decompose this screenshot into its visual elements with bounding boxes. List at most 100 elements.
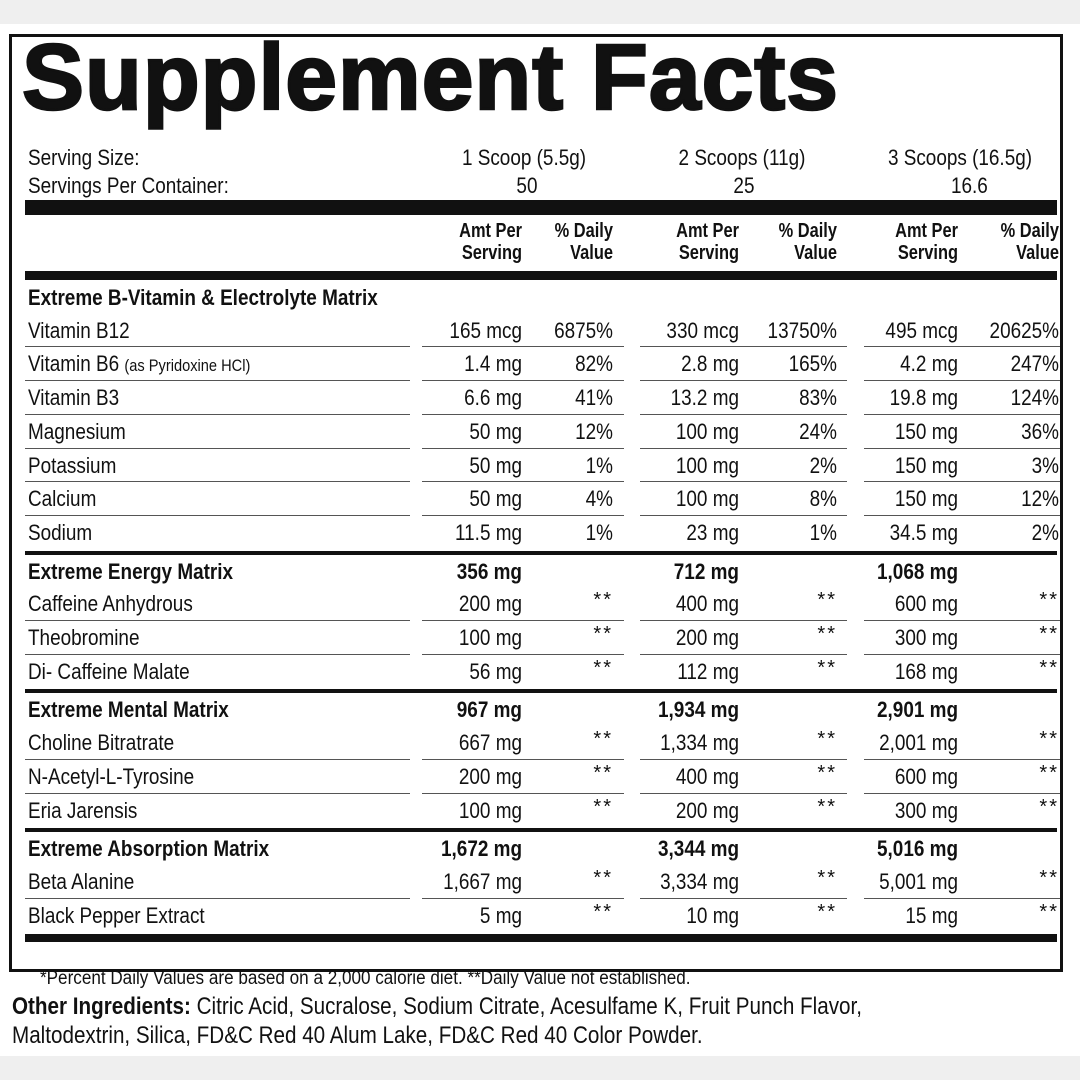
row-separator <box>422 620 624 621</box>
nutrient-name: Choline Bitratrate <box>28 732 174 754</box>
amount-cell: 19.8 mg <box>889 385 958 411</box>
panel-title: Supplement Facts <box>21 25 840 129</box>
amount-cell: 330 mcg <box>666 317 739 343</box>
amount-cell: 165 mcg <box>449 317 522 343</box>
row-separator <box>25 653 410 655</box>
amount-cell: 6.6 mg <box>464 385 522 411</box>
row-separator <box>864 380 1060 382</box>
serving-size-2: 2 Scoops (11g) <box>678 145 806 170</box>
amount-cell: 200 mg <box>458 763 522 789</box>
daily-value-cell: ** <box>1039 761 1059 784</box>
row-separator <box>640 346 847 348</box>
nutrient-name: Calcium <box>28 488 96 510</box>
amount-cell: 100 mg <box>675 418 739 444</box>
nutrient-name-text: Vitamin B6 <box>28 351 120 377</box>
nutrient-name: Caffeine Anhydrous <box>28 593 193 615</box>
serving-size-label: Serving Size: <box>28 145 140 170</box>
nutrient-name-text: Di- Caffeine Malate <box>28 658 190 684</box>
section-total: 1,068 mg <box>877 558 958 584</box>
daily-value-cell: ** <box>593 795 613 818</box>
row-separator <box>422 514 624 516</box>
amount-cell: 150 mg <box>894 486 958 512</box>
amount-cell: 3,334 mg <box>660 868 739 894</box>
nutrient-name-text: Vitamin B3 <box>28 385 120 411</box>
row-separator <box>422 447 624 449</box>
amount-cell: 112 mg <box>677 658 739 684</box>
amount-cell: 1,334 mg <box>660 730 739 756</box>
daily-value-cell: 165% <box>788 351 837 377</box>
daily-value-cell: ** <box>817 656 837 679</box>
row-separator <box>422 653 624 655</box>
row-separator <box>25 792 410 794</box>
daily-value-cell: 1% <box>585 452 613 478</box>
amount-cell: 50 mg <box>469 452 522 478</box>
row-separator <box>640 897 847 899</box>
nutrient-name-text: Black Pepper Extract <box>28 902 205 928</box>
row-separator <box>640 447 847 449</box>
nutrient-name-text: Eria Jarensis <box>28 797 138 823</box>
section-heading: Extreme Absorption Matrix <box>28 836 270 862</box>
row-separator <box>25 620 410 621</box>
amount-cell: 667 mg <box>458 730 522 756</box>
nutrient-name-text: Calcium <box>28 486 97 512</box>
daily-value-cell: 1% <box>585 519 613 545</box>
section-rule <box>25 828 1057 833</box>
daily-value-cell: 247% <box>1010 351 1059 377</box>
amount-cell: 1,667 mg <box>443 868 522 894</box>
amount-cell: 400 mg <box>675 591 739 617</box>
nutrient-name: Vitamin B6 (as Pyridoxine HCl) <box>28 353 250 375</box>
daily-value-cell: ** <box>817 900 837 923</box>
daily-value-cell: ** <box>1039 900 1059 923</box>
daily-value-cell: ** <box>817 623 837 645</box>
serving-size-3: 3 Scoops (16.5g) <box>887 145 1033 170</box>
daily-value-header-1: % Daily Value <box>554 220 613 264</box>
nutrient-name: Theobromine <box>28 627 139 649</box>
daily-value-cell: ** <box>1039 589 1059 612</box>
row-separator <box>864 653 1060 655</box>
row-separator <box>25 346 410 348</box>
section-total: 1,672 mg <box>441 836 522 862</box>
row-separator <box>864 897 1060 899</box>
amount-cell: 168 mg <box>894 658 958 684</box>
row-separator <box>640 413 847 415</box>
nutrient-name-text: Magnesium <box>28 418 126 444</box>
row-separator <box>422 413 624 415</box>
daily-value-cell: ** <box>593 866 613 889</box>
row-separator <box>25 380 410 382</box>
amount-cell: 5 mg <box>479 902 522 928</box>
section-rule <box>25 550 1057 555</box>
row-separator <box>640 792 847 794</box>
header-bottom-rule <box>25 271 1057 280</box>
other-ingredients-label: Other Ingredients: <box>12 993 191 1020</box>
daily-value-cell: 6875% <box>554 317 613 343</box>
row-separator <box>640 653 847 655</box>
amt-per-serving-header-2: Amt Per Serving <box>676 220 739 264</box>
amount-cell: 23 mg <box>686 519 739 545</box>
section-heading: Extreme Energy Matrix <box>28 558 234 584</box>
daily-value-cell: ** <box>817 761 837 784</box>
daily-value-header-2: % Daily Value <box>778 220 837 264</box>
amount-cell: 56 mg <box>469 658 522 684</box>
daily-value-cell: ** <box>817 866 837 889</box>
section-total: 3,344 mg <box>658 836 739 862</box>
daily-value-cell: 13750% <box>767 317 837 343</box>
nutrient-name-text: Vitamin B12 <box>28 317 130 343</box>
daily-value-cell: ** <box>593 761 613 784</box>
amt-per-serving-header-1: Amt Per Serving <box>459 220 522 264</box>
row-separator <box>422 481 624 483</box>
amount-cell: 200 mg <box>675 797 739 823</box>
daily-value-cell: 20625% <box>989 317 1059 343</box>
nutrient-name-text: Sodium <box>28 519 93 545</box>
other-ingredients-line-1: Citric Acid, Sucralose, Sodium Citrate, … <box>196 993 862 1020</box>
row-separator <box>864 620 1060 621</box>
row-separator <box>640 380 847 382</box>
row-separator <box>25 481 410 483</box>
supplement-facts-panel: Supplement Facts Serving Size: Servings … <box>9 25 1063 989</box>
daily-value-cell: ** <box>1039 728 1059 751</box>
amount-cell: 34.5 mg <box>889 519 958 545</box>
nutrient-name: Sodium <box>28 519 93 545</box>
servings-per-container-2: 25 <box>732 173 754 198</box>
amount-cell: 50 mg <box>469 418 522 444</box>
row-separator <box>25 758 410 760</box>
row-separator <box>864 447 1060 449</box>
